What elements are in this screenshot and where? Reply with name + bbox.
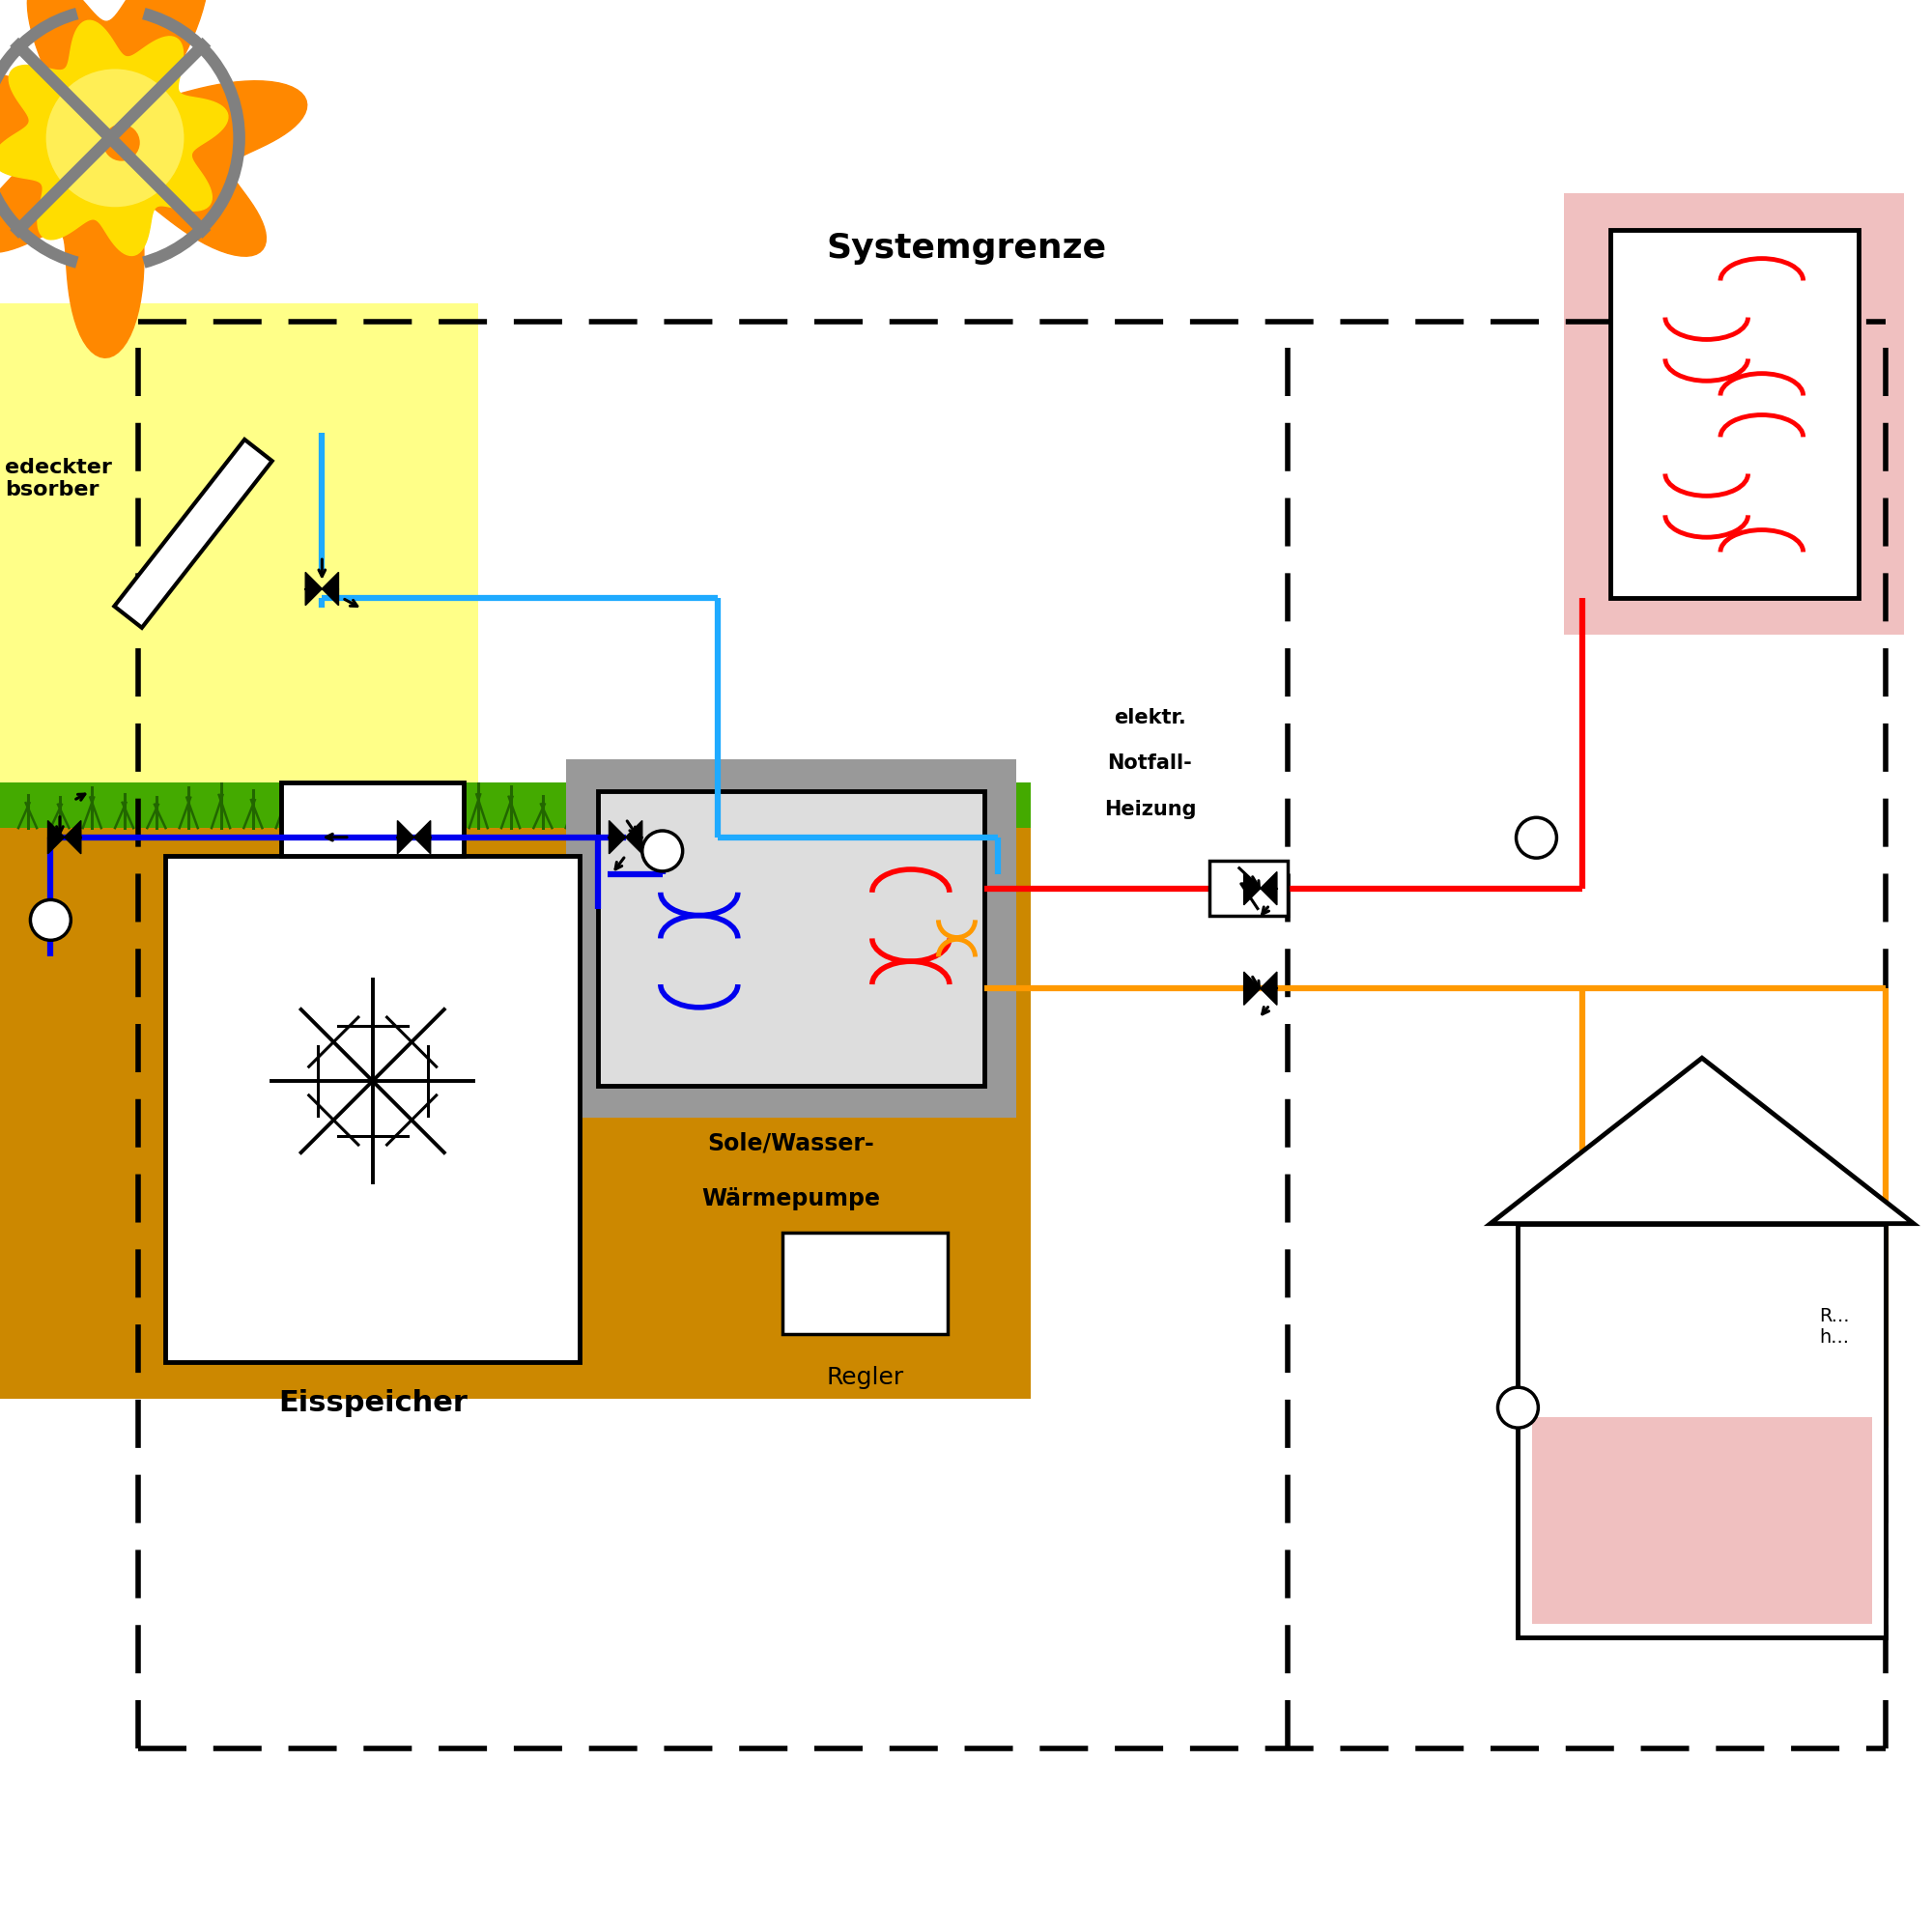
Text: elektr.: elektr. xyxy=(1115,707,1186,726)
Polygon shape xyxy=(398,821,413,854)
Circle shape xyxy=(31,900,71,941)
Bar xyxy=(1609,230,1859,599)
Text: Systemgrenze: Systemgrenze xyxy=(825,232,1107,265)
Polygon shape xyxy=(1260,871,1277,904)
Bar xyxy=(1532,1416,1872,1623)
Bar xyxy=(166,856,580,1362)
Text: Regler: Regler xyxy=(827,1366,904,1389)
Text: R...
h...: R... h... xyxy=(1818,1308,1849,1347)
Bar xyxy=(282,782,464,856)
Polygon shape xyxy=(1244,972,1260,1005)
Polygon shape xyxy=(0,21,228,255)
Bar xyxy=(0,800,1030,1399)
Polygon shape xyxy=(48,821,64,854)
Bar xyxy=(1519,1223,1886,1638)
Circle shape xyxy=(102,124,139,160)
Bar xyxy=(782,1233,947,1333)
Polygon shape xyxy=(0,0,307,357)
Polygon shape xyxy=(609,821,626,854)
Polygon shape xyxy=(1490,1059,1913,1223)
Polygon shape xyxy=(1260,972,1277,1005)
Bar xyxy=(0,303,479,810)
Circle shape xyxy=(641,831,682,871)
Polygon shape xyxy=(626,821,641,854)
Polygon shape xyxy=(64,821,81,854)
Circle shape xyxy=(1517,817,1557,858)
Bar xyxy=(566,759,1016,1119)
Bar xyxy=(1565,193,1905,636)
Polygon shape xyxy=(305,572,323,605)
Bar xyxy=(0,782,1030,829)
Circle shape xyxy=(1497,1387,1538,1428)
Circle shape xyxy=(46,70,184,207)
Text: Sole/Wasser-: Sole/Wasser- xyxy=(707,1132,875,1155)
Polygon shape xyxy=(413,821,431,854)
Text: Eisspeicher: Eisspeicher xyxy=(278,1389,468,1418)
Text: Heizung: Heizung xyxy=(1103,800,1196,819)
Polygon shape xyxy=(114,439,272,628)
Bar xyxy=(1209,862,1289,916)
Text: edeckter
bsorber: edeckter bsorber xyxy=(4,458,112,498)
Polygon shape xyxy=(323,572,338,605)
Text: Wärmepumpe: Wärmepumpe xyxy=(701,1186,881,1209)
Text: Notfall-: Notfall- xyxy=(1107,753,1192,773)
Polygon shape xyxy=(1244,871,1260,904)
Bar xyxy=(599,792,985,1086)
